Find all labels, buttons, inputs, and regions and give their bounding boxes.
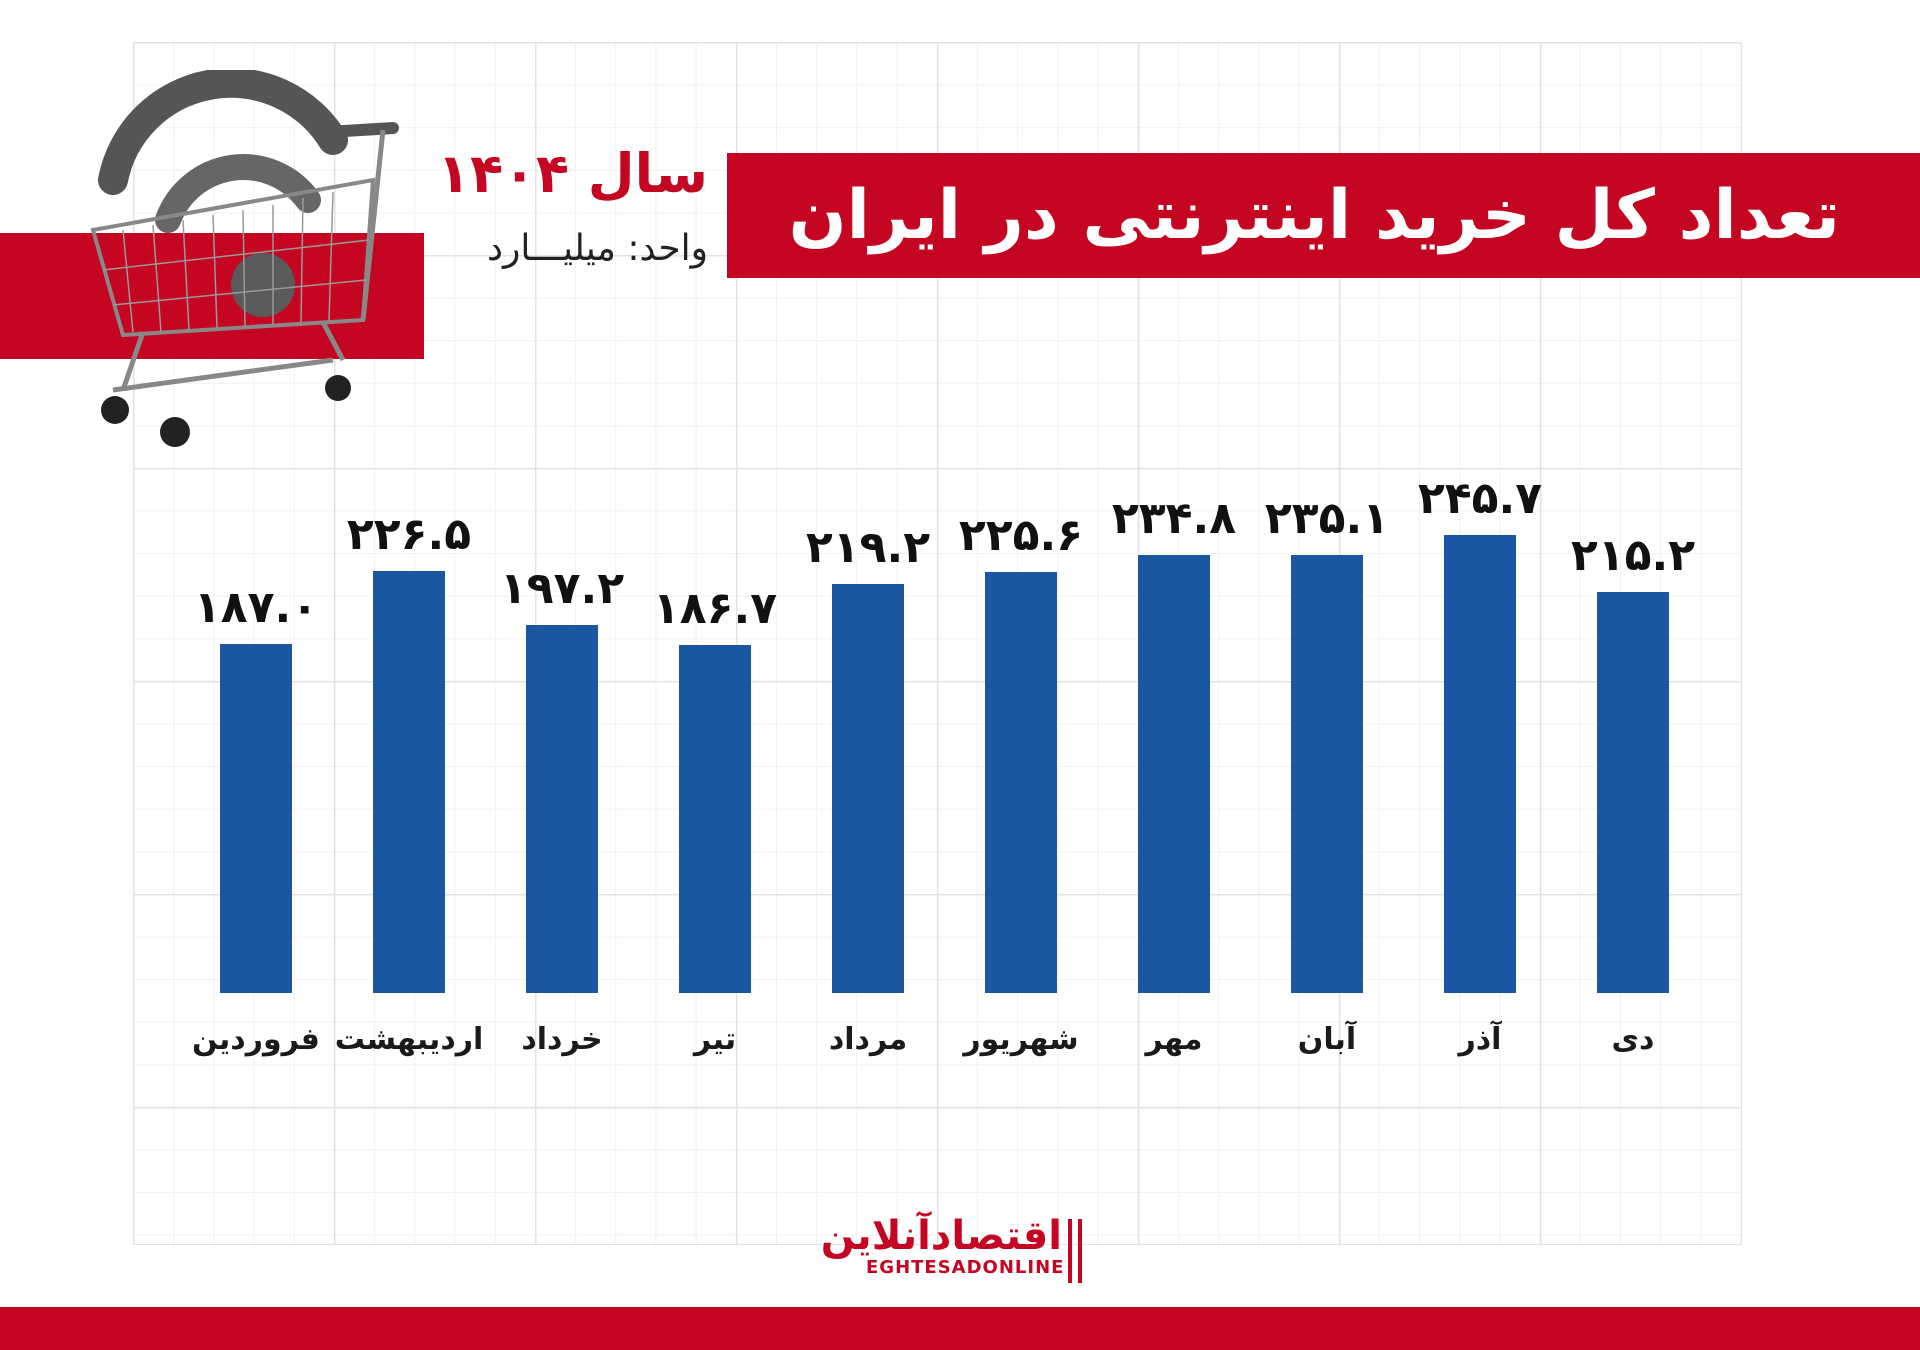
bar-value-label: ۲۴۵.۷ <box>1417 473 1543 524</box>
logo-text-en: EGHTESADONLINE <box>866 1257 1065 1278</box>
x-axis-label: اردیبهشت <box>334 1022 484 1057</box>
bar <box>526 625 598 993</box>
bar-value-label: ۱۹۷.۲ <box>499 563 625 615</box>
left-red-band <box>0 233 424 359</box>
bar-value-label: ۱۸۷.۰ <box>193 582 319 634</box>
bar <box>985 572 1057 993</box>
bar <box>373 570 445 993</box>
bar <box>220 644 292 993</box>
year-label: سال ۱۴۰۴ <box>437 142 708 205</box>
bar <box>1597 591 1669 993</box>
x-axis-label: آذر <box>1458 1022 1502 1057</box>
bar-value-label: ۲۳۵.۱ <box>1264 492 1390 544</box>
logo-mark-icon <box>1068 1219 1082 1283</box>
bar-value-label: ۲۳۴.۸ <box>1111 493 1237 545</box>
bar <box>1138 555 1210 993</box>
x-axis-label: مرداد <box>828 1022 908 1057</box>
bar <box>1444 535 1516 993</box>
bar <box>1291 554 1363 993</box>
bar-value-label: ۲۲۶.۵ <box>346 508 472 560</box>
bar-value-label: ۲۲۵.۶ <box>958 510 1084 562</box>
bar-value-label: ۲۱۵.۲ <box>1570 529 1696 581</box>
footer-red-band <box>0 1307 1920 1350</box>
shopping-cart-with-wifi-icon <box>90 70 399 447</box>
bar <box>832 584 904 993</box>
x-axis-label: خرداد <box>521 1022 603 1057</box>
x-axis-label: فروردین <box>192 1022 320 1057</box>
unit-label: واحد: میلیـــارد <box>486 228 708 269</box>
bar <box>679 644 751 993</box>
x-axis-label: دی <box>1611 1022 1655 1057</box>
logo-text-fa: اقتصادآنلاین <box>820 1213 1064 1259</box>
x-axis-label: شهریور <box>963 1022 1079 1057</box>
bar-value-label: ۱۸۶.۷ <box>652 582 778 634</box>
page-title: تعداد کل خرید اینترنتی در ایران <box>788 176 1841 255</box>
x-axis-label: تیر <box>693 1022 737 1057</box>
x-axis-label: آبان <box>1297 1022 1357 1057</box>
x-axis-label: مهر <box>1145 1022 1203 1057</box>
bar-value-label: ۲۱۹.۲ <box>805 522 931 574</box>
brand-logo: اقتصادآنلاین EGHTESADONLINE <box>821 1213 1082 1285</box>
title-banner: تعداد کل خرید اینترنتی در ایران <box>727 153 1920 278</box>
